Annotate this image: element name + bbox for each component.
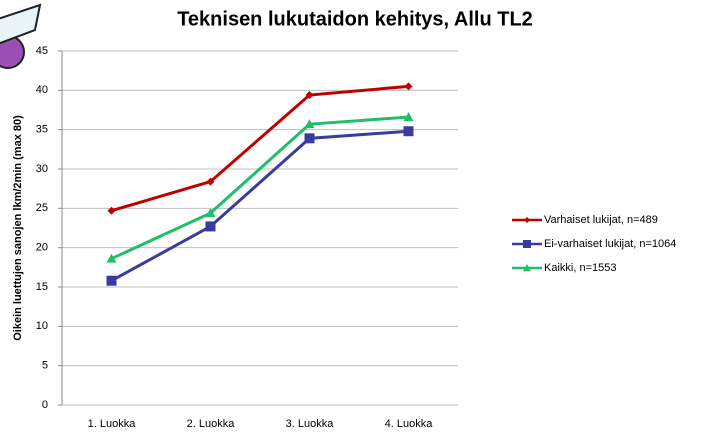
logo (0, 3, 42, 69)
y-axis-label: Oikein luettujen sanojen lkm/2min (max 8… (12, 115, 24, 341)
marker (523, 264, 531, 272)
marker (523, 240, 531, 248)
y-tick-label: 25 (36, 202, 48, 214)
marker (304, 133, 315, 144)
y-tick-label: 5 (42, 360, 48, 372)
marker (305, 91, 314, 100)
marker (404, 82, 413, 91)
marker (106, 275, 117, 286)
y-tick-label: 45 (36, 45, 48, 57)
marker (524, 217, 530, 223)
x-tick-label: 3. Luokka (286, 418, 335, 430)
marker (205, 208, 216, 218)
y-tick-label: 30 (36, 163, 48, 175)
marker (107, 206, 116, 215)
marker (304, 119, 315, 129)
series-line (110, 115, 409, 261)
marker (403, 126, 414, 137)
x-tick-label: 4. Luokka (385, 418, 434, 430)
y-tick-label: 20 (36, 242, 48, 254)
x-tick-label: 2. Luokka (187, 418, 236, 430)
y-tick-label: 35 (36, 124, 48, 136)
marker (403, 112, 414, 122)
marker (206, 177, 215, 186)
y-tick-label: 40 (36, 84, 48, 96)
series-line (111, 84, 409, 213)
legend-label: Ei-varhaiset lukijat, n=1064 (544, 238, 676, 250)
marker (106, 253, 117, 263)
chart-title: Teknisen lukutaidon kehitys, Allu TL2 (177, 8, 533, 30)
legend-label: Kaikki, n=1553 (544, 262, 616, 274)
x-tick-label: 1. Luokka (88, 418, 137, 430)
legend-label: Varhaiset lukijat, n=489 (544, 214, 658, 226)
y-tick-label: 0 (42, 399, 48, 411)
series-line (110, 129, 409, 283)
marker (205, 221, 216, 232)
y-tick-label: 15 (36, 281, 48, 293)
y-tick-label: 10 (36, 320, 48, 332)
